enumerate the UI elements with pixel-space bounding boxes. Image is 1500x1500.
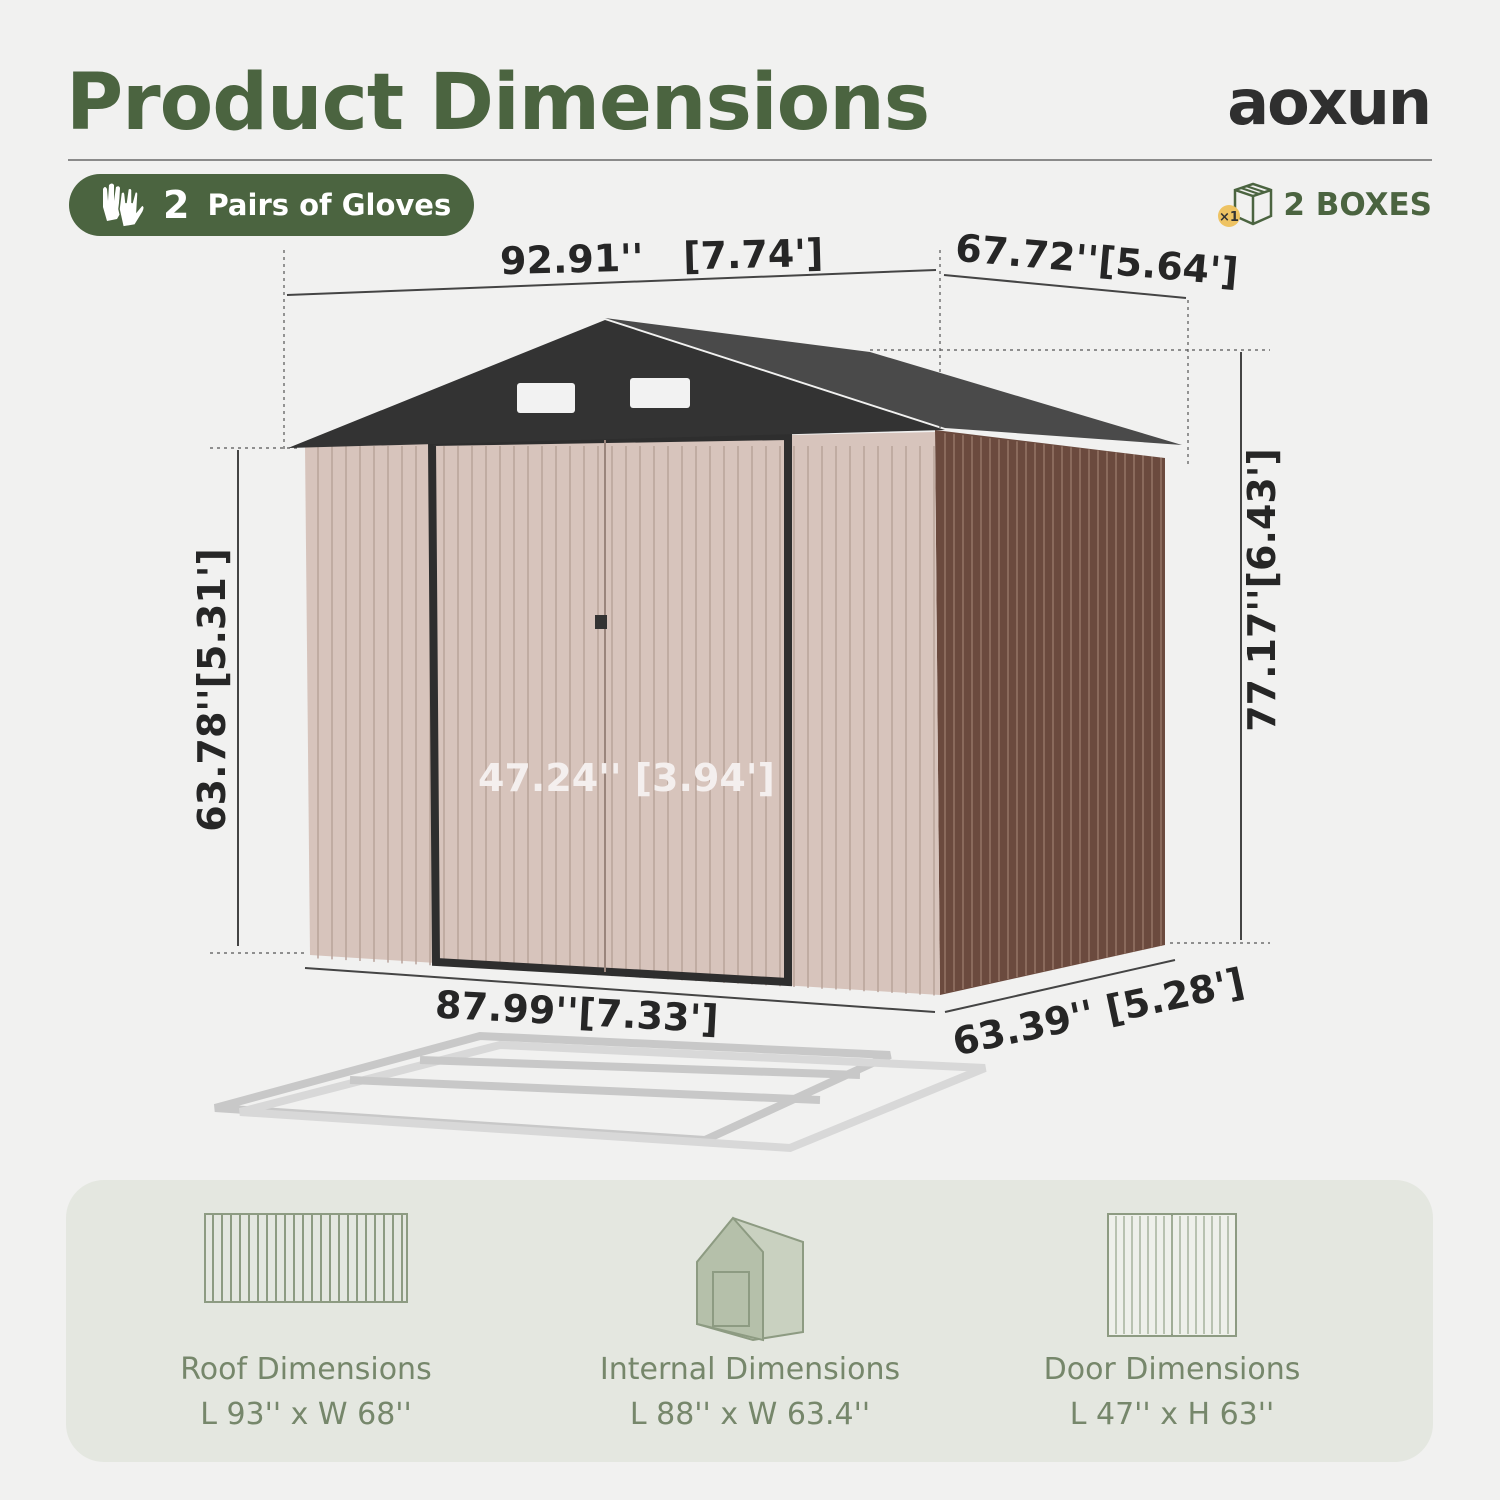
shed-illustration — [210, 250, 1270, 1153]
card-title: Door Dimensions — [1043, 1352, 1301, 1387]
card-title: Roof Dimensions — [180, 1352, 432, 1387]
roof-panel-icon — [204, 1213, 408, 1303]
base-frame — [213, 1031, 987, 1153]
total-height-label: 77.17''[6.43'] — [1239, 448, 1284, 732]
roof-width-label: 92.91'' [7.74'] — [499, 230, 824, 284]
divider — [68, 159, 1432, 161]
shed-front-wall — [305, 432, 940, 995]
door-icon — [1107, 1213, 1237, 1337]
vent-left — [517, 383, 575, 413]
door-width-label: 47.24'' [3.94'] — [478, 756, 775, 800]
gloves-count: 2 — [163, 183, 190, 227]
boxes-badge: ×1 2 BOXES — [1215, 180, 1432, 230]
side-ribs — [944, 433, 1162, 993]
card-value: L 88'' x W 63.4'' — [629, 1397, 871, 1432]
card-value: L 47'' x H 63'' — [1069, 1397, 1275, 1432]
door-frame — [427, 431, 792, 987]
boxes-label: 2 BOXES — [1283, 187, 1432, 223]
shed-gable — [288, 320, 945, 448]
shed-roof-side — [605, 318, 1182, 445]
card-title: Internal Dimensions — [599, 1352, 901, 1387]
gloves-label: Pairs of Gloves — [207, 188, 452, 222]
brand-logo: aoxun — [1227, 66, 1432, 139]
box-icon: ×1 — [1218, 182, 1273, 227]
gloves-badge: 2 Pairs of Gloves — [69, 174, 474, 236]
summary-panel: Roof Dimensions L 93'' x W 68'' Internal… — [66, 1180, 1433, 1462]
vent-right — [630, 378, 690, 408]
dimension-arrows — [237, 269, 1242, 1013]
card-value: L 93'' x W 68'' — [200, 1397, 412, 1432]
gloves-icon — [103, 183, 146, 228]
box-multiplier: ×1 — [1219, 210, 1239, 225]
door-lock — [595, 615, 607, 629]
shed-side-wall — [935, 430, 1165, 995]
page-title: Product Dimensions — [66, 58, 930, 148]
shed-icon — [696, 1216, 804, 1342]
wall-height-label: 63.78''[5.31'] — [189, 548, 234, 832]
front-ribs — [317, 446, 935, 996]
